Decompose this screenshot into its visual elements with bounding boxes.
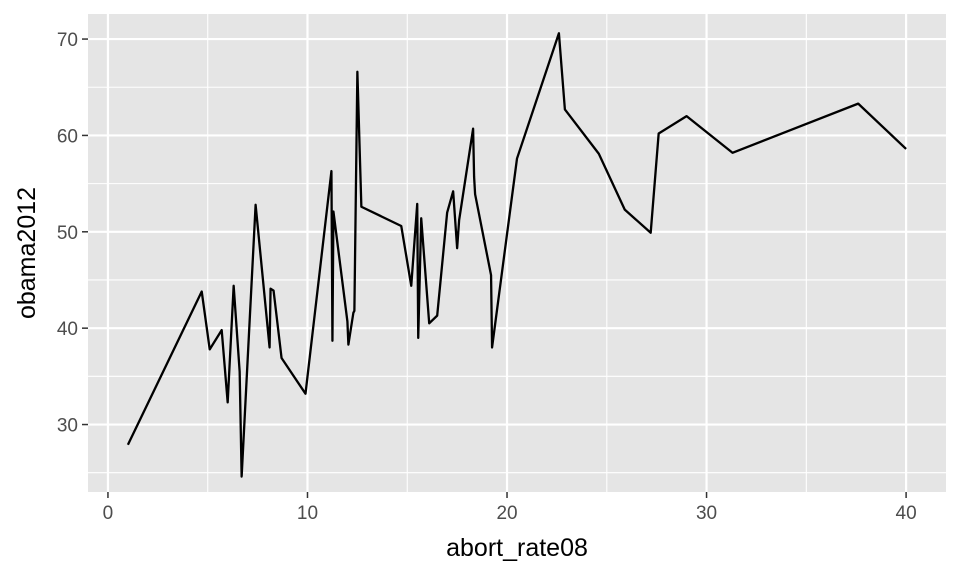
x-axis-ticks: 0 10 20 30 40 xyxy=(103,492,917,524)
plot-panel xyxy=(88,14,946,492)
y-axis-ticks: 30 40 50 60 70 xyxy=(57,30,88,437)
y-tick-label: 40 xyxy=(57,319,78,340)
x-tick-label: 40 xyxy=(896,503,917,524)
minor-gridlines xyxy=(88,14,946,492)
x-tick-label: 30 xyxy=(696,503,717,524)
x-tick-label: 0 xyxy=(103,503,114,524)
x-axis-title: abort_rate08 xyxy=(446,534,588,562)
y-tick-label: 70 xyxy=(57,30,78,51)
x-tick-label: 20 xyxy=(496,503,517,524)
series-line-1 xyxy=(126,32,907,478)
y-tick-label: 50 xyxy=(57,223,78,244)
major-gridlines xyxy=(88,14,946,492)
y-axis-title: obama2012 xyxy=(13,187,41,319)
y-tick-label: 60 xyxy=(57,126,78,147)
x-tick-label: 10 xyxy=(297,503,318,524)
y-tick-label: 30 xyxy=(57,416,78,437)
series-layer xyxy=(126,32,907,478)
